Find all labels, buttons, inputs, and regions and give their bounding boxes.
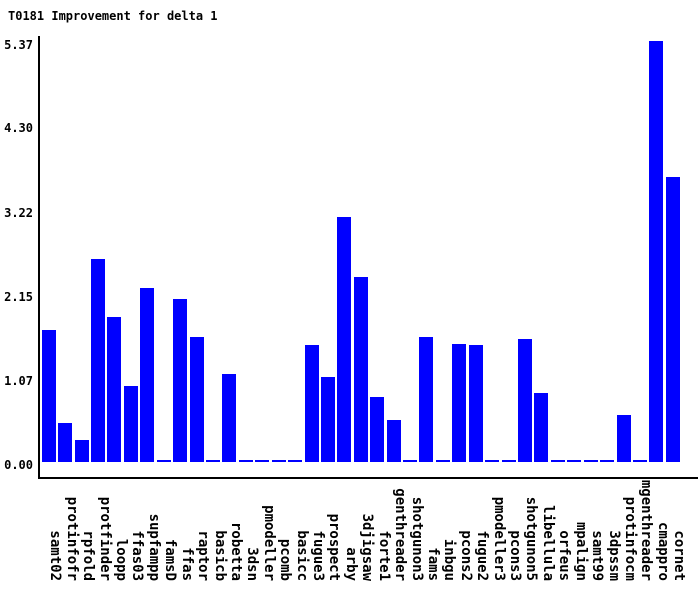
y-tick-label: 2.15	[4, 289, 33, 304]
x-tick-label-robetta: robetta	[227, 521, 244, 581]
x-tick-label-ffas03: ffas03	[129, 530, 146, 581]
x-tick-label-forte1: forte1	[375, 530, 392, 581]
bar-samt99	[583, 460, 598, 462]
chart-title: T0181 Improvement for delta 1	[8, 9, 218, 23]
x-tick-label-prospect: prospect	[326, 513, 343, 581]
bar-protinfocm	[616, 415, 631, 462]
bar-fams	[419, 337, 434, 462]
bar-arby	[337, 217, 352, 462]
bar-ffas03	[123, 386, 138, 462]
x-tick-label-shotgunon3: shotgunon3	[408, 496, 425, 581]
x-tick-label-fams: fams	[424, 547, 441, 581]
x-tick-label-genthreader: genthreader	[392, 488, 409, 581]
bar-supfampp	[140, 288, 155, 462]
bar-3dsn	[238, 460, 253, 462]
bar-pcons2	[452, 344, 467, 462]
x-tick-label-basicb: basicb	[211, 530, 228, 581]
bar-loopp	[107, 317, 122, 462]
bar-samt02	[41, 330, 56, 462]
x-tick-label-cornet: cornet	[671, 530, 688, 581]
y-tick-label: 5.37	[4, 37, 33, 52]
bar-shotgunon5	[517, 339, 532, 462]
bar-protfinder	[91, 259, 106, 462]
x-tick-label-fugue2: fugue2	[474, 530, 491, 581]
x-tick-label-rpfold: rpfold	[80, 530, 97, 581]
bar-pmodeller3	[485, 460, 500, 462]
x-tick-label-3dpssm: 3dpssm	[605, 530, 622, 581]
x-tick-label-pcons2: pcons2	[457, 530, 474, 581]
bar-fugue3	[304, 345, 319, 462]
x-tick-label-samt02: samt02	[47, 530, 64, 581]
x-tick-label-protfinder: protfinder	[96, 496, 113, 581]
y-tick-label: 3.22	[4, 205, 33, 220]
bar-ffas	[173, 299, 188, 462]
y-axis-line	[38, 36, 40, 479]
bar-3dpssm	[600, 460, 615, 462]
x-tick-label-protinfofr: protinfofr	[63, 496, 80, 581]
y-tick-label: 0.00	[4, 458, 33, 472]
x-tick-label-pcomb: pcomb	[277, 538, 294, 581]
x-tick-label-inbgu: inbgu	[441, 538, 458, 581]
x-tick-label-3dsn: 3dsn	[244, 547, 261, 581]
bar-genthreader	[386, 420, 401, 462]
x-tick-label-cmappro: cmappro	[654, 521, 671, 581]
bar-raptor	[189, 337, 204, 462]
bar-prospect	[320, 377, 335, 462]
x-tick-label-3djigsaw: 3djigsaw	[359, 513, 376, 581]
x-tick-label-ffas: ffas	[178, 547, 195, 581]
bar-cmappro	[649, 41, 664, 462]
x-tick-label-samt99: samt99	[589, 530, 606, 581]
bar-mpalign	[567, 460, 582, 462]
bar-basicb	[206, 460, 220, 462]
x-tick-label-pcons3: pcons3	[507, 530, 524, 581]
bar-pcomb	[271, 460, 286, 462]
bar-mgenthreader	[632, 460, 647, 462]
x-tick-label-pmodeller: pmodeller	[260, 505, 277, 581]
y-tick-label: 4.30	[4, 121, 33, 136]
bar-3djigsaw	[353, 277, 368, 462]
x-tick-label-orfeus: orfeus	[556, 530, 573, 581]
x-tick-label-pmodeller3: pmodeller3	[490, 496, 507, 581]
bar-libellula	[534, 393, 549, 462]
bar-pcons3	[501, 460, 516, 462]
x-tick-label-shotgunon5: shotgunon5	[523, 496, 540, 581]
bar-robetta	[222, 374, 237, 462]
bar-protinfofr	[58, 423, 73, 462]
x-tick-label-basicc: basicc	[293, 530, 310, 581]
x-tick-label-mpalign: mpalign	[572, 521, 589, 581]
bar-famsD	[156, 460, 171, 462]
x-tick-label-mgenthreader: mgenthreader	[638, 479, 655, 581]
bar-basicc	[288, 460, 303, 462]
y-tick-label: 1.07	[4, 374, 33, 389]
bar-fugue2	[468, 345, 483, 462]
x-tick-label-supfampp: supfampp	[145, 513, 162, 581]
x-tick-label-loopp: loopp	[112, 538, 129, 581]
x-tick-label-libellula: libellula	[539, 505, 556, 581]
x-tick-label-protinfocm: protinfocm	[622, 496, 638, 581]
x-tick-label-raptor: raptor	[195, 530, 212, 581]
bar-forte1	[370, 397, 385, 462]
bar-cornet	[665, 177, 680, 462]
bar-pmodeller	[255, 460, 270, 462]
bar-orfeus	[550, 460, 565, 462]
x-axis-line	[38, 477, 698, 479]
bar-shotgunon3	[403, 460, 418, 462]
x-tick-label-famsD: famsD	[162, 538, 179, 581]
bar-rpfold	[74, 440, 89, 462]
bar-inbgu	[435, 460, 450, 462]
x-tick-label-arby: arby	[342, 547, 359, 581]
x-tick-label-fugue3: fugue3	[310, 530, 327, 581]
